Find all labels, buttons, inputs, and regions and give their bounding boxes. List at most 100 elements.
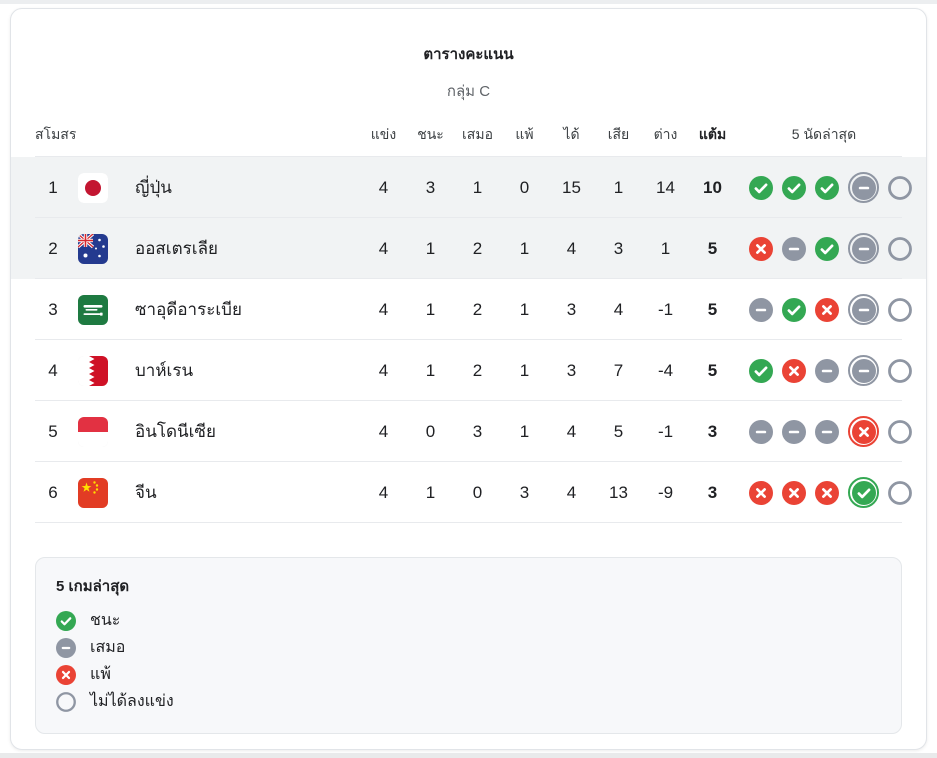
stat-played: 4 — [378, 482, 389, 502]
team-name: บาห์เรน — [135, 361, 194, 380]
position-number: 3 — [48, 299, 58, 319]
team-name: ญี่ปุ่น — [135, 178, 172, 197]
stat-pts: 3 — [707, 482, 718, 502]
table-row[interactable]: 5 อินโดนีเซีย 4 0 3 1 4 5 -1 3 — [11, 401, 926, 462]
stat-gf: 4 — [566, 238, 577, 258]
team-name: ออสเตรเลีย — [135, 239, 218, 258]
top-edge-strip — [0, 0, 937, 4]
stat-pts: 5 — [707, 299, 718, 319]
stat-lost: 1 — [519, 360, 530, 380]
team-flag-cell — [71, 233, 115, 264]
legend-card: 5 เกมล่าสุด ชนะ เสมอ แพ้ ไม่ได้ลงแข่ง — [35, 557, 902, 734]
form-icon-win — [749, 175, 773, 200]
stat-gd: -9 — [657, 482, 674, 502]
form-icons — [736, 477, 912, 508]
col-header-club: สโมสร — [35, 126, 77, 142]
bottom-edge-strip — [0, 753, 937, 758]
form-icon-draw-ring — [848, 294, 879, 325]
stat-pts: 10 — [703, 177, 722, 197]
form-icon-none — [888, 297, 912, 322]
stat-won: 1 — [425, 482, 436, 502]
col-header-pts: แต้ม — [698, 126, 727, 142]
stat-lost: 3 — [519, 482, 530, 502]
stat-played: 4 — [378, 238, 389, 258]
col-header-last5: 5 นัดล่าสุด — [791, 126, 857, 142]
legend-win-icon — [56, 610, 76, 631]
form-icon-draw — [815, 419, 839, 444]
stat-drawn: 2 — [472, 360, 483, 380]
standings-table: สโมสร แข่ง ชนะ เสมอ แพ้ ได้ เสีย ต่าง แต… — [11, 103, 926, 523]
stat-drawn: 2 — [472, 299, 483, 319]
form-icon-loss — [749, 236, 773, 261]
stat-lost: 1 — [519, 421, 530, 441]
stat-played: 4 — [378, 299, 389, 319]
position-number: 4 — [48, 360, 58, 380]
legend-items: ชนะเสมอแพ้ไม่ได้ลงแข่ง — [56, 607, 881, 715]
stat-lost: 0 — [519, 177, 530, 197]
team-flag-cell — [71, 355, 115, 386]
col-header-won: ชนะ — [417, 126, 444, 142]
legend-item-label: เสมอ — [90, 639, 126, 656]
col-header-lost: แพ้ — [515, 126, 534, 142]
stat-gf: 4 — [566, 482, 577, 502]
table-header-row: สโมสร แข่ง ชนะ เสมอ แพ้ ได้ เสีย ต่าง แต… — [11, 103, 926, 157]
col-header-ga: เสีย — [607, 126, 630, 142]
stat-won: 1 — [425, 299, 436, 319]
team-name: ซาอุดีอาระเบีย — [135, 300, 242, 319]
form-icon-none — [888, 480, 912, 505]
table-row[interactable]: 6 จีน 4 1 0 3 4 13 -9 3 — [11, 462, 926, 523]
form-icon-draw-ring — [848, 355, 879, 386]
form-icon-loss — [815, 297, 839, 322]
legend-item: เสมอ — [56, 634, 881, 661]
form-icons — [736, 355, 912, 386]
flag-bahrain-icon — [78, 355, 108, 386]
legend-item: ไม่ได้ลงแข่ง — [56, 688, 881, 715]
standings-card: ตารางคะแนน กลุ่ม C สโมสร แข่ง ชนะ เสมอ แ… — [10, 8, 927, 750]
form-icon-draw — [782, 419, 806, 444]
form-icon-win — [782, 297, 806, 322]
legend-item: ชนะ — [56, 607, 881, 634]
stat-ga: 7 — [613, 360, 624, 380]
form-icon-win — [815, 236, 839, 261]
table-row[interactable]: 1 ญี่ปุ่น 4 3 1 0 15 1 14 10 — [11, 157, 926, 218]
form-icon-loss — [782, 358, 806, 383]
flag-indonesia-icon — [78, 416, 108, 447]
table-row[interactable]: 3 ซาอุดีอาระเบีย 4 1 2 1 3 4 -1 5 — [11, 279, 926, 340]
table-row[interactable]: 2 ออสเตรเลีย 4 1 2 1 4 3 1 5 — [11, 218, 926, 279]
form-icon-draw — [749, 419, 773, 444]
form-icon-win — [782, 175, 806, 200]
stat-ga: 13 — [609, 482, 628, 502]
stat-drawn: 0 — [472, 482, 483, 502]
form-icons — [736, 233, 912, 264]
stat-gd: -1 — [657, 421, 674, 441]
stat-gf: 3 — [566, 299, 577, 319]
legend-item-label: ชนะ — [90, 612, 121, 629]
stat-played: 4 — [378, 360, 389, 380]
legend-none-icon — [56, 691, 76, 712]
position-number: 1 — [48, 177, 58, 197]
stat-pts: 5 — [707, 360, 718, 380]
form-icon-none — [888, 175, 912, 200]
form-icon-draw — [815, 358, 839, 383]
table-row[interactable]: 4 บาห์เรน 4 1 2 1 3 7 -4 5 — [11, 340, 926, 401]
position-number: 5 — [48, 421, 58, 441]
stat-gd: 1 — [660, 238, 671, 258]
stat-played: 4 — [378, 177, 389, 197]
flag-japan-icon — [78, 172, 108, 203]
col-header-gd: ต่าง — [653, 126, 678, 142]
stat-ga: 1 — [613, 177, 624, 197]
stat-lost: 1 — [519, 299, 530, 319]
legend-draw-icon — [56, 637, 76, 658]
stat-ga: 3 — [613, 238, 624, 258]
form-icon-loss — [782, 480, 806, 505]
legend-item-label: แพ้ — [90, 666, 111, 683]
stat-won: 1 — [425, 238, 436, 258]
stat-pts: 3 — [707, 421, 718, 441]
stat-won: 0 — [425, 421, 436, 441]
page-title: ตารางคะแนน — [423, 46, 514, 63]
team-flag-cell — [71, 477, 115, 508]
stat-played: 4 — [378, 421, 389, 441]
stat-drawn: 2 — [472, 238, 483, 258]
form-icons — [736, 294, 912, 325]
